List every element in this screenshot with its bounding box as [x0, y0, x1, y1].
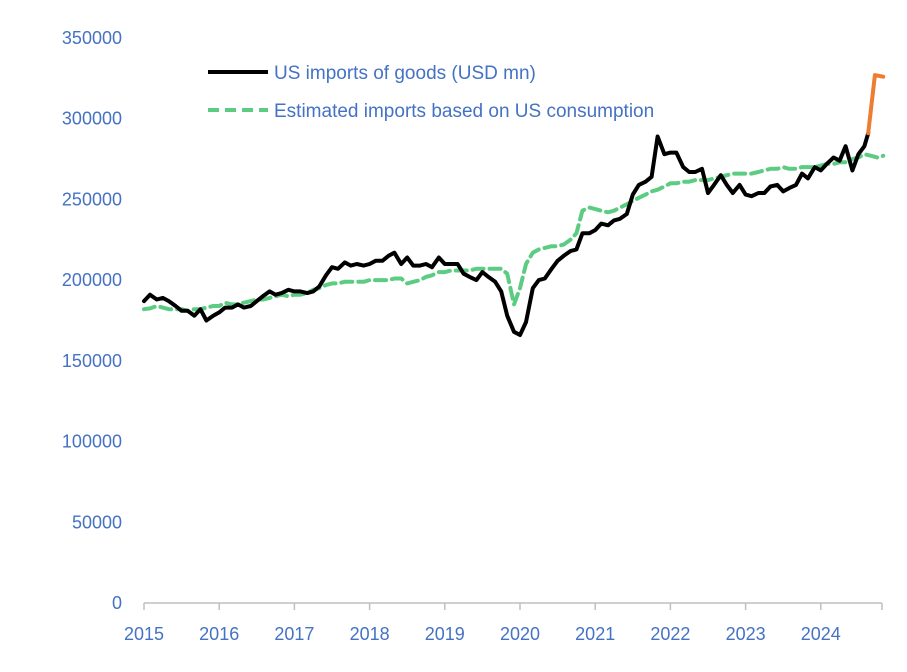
x-tick-label: 2020: [500, 624, 540, 644]
x-tick-label: 2015: [124, 624, 164, 644]
series-line-estimated: [142, 152, 886, 313]
series-line-imports: [142, 131, 871, 337]
y-tick-label: 200000: [62, 270, 122, 290]
y-tick-label: 250000: [62, 189, 122, 209]
x-tick-label: 2024: [801, 624, 841, 644]
y-tick-label: 150000: [62, 351, 122, 371]
x-tick-label: 2022: [650, 624, 690, 644]
x-tick-label: 2017: [274, 624, 314, 644]
x-axis-ticks: 2015 2016 2017 2018 2019 2020 2021 2022 2023 2024: [124, 603, 883, 644]
legend-label-estimated: Estimated imports based on US consumptio…: [274, 101, 654, 122]
legend-label-imports: US imports of goods (USD mn): [274, 63, 536, 84]
x-tick-label: 2018: [350, 624, 390, 644]
x-tick-label: 2019: [425, 624, 465, 644]
x-tick-label: 2021: [575, 624, 615, 644]
y-tick-label: 300000: [62, 109, 122, 129]
x-tick-label: 2023: [726, 624, 766, 644]
series-line-imports-recent: [866, 73, 886, 136]
y-tick-label: 350000: [62, 28, 122, 48]
y-tick-label: 50000: [72, 512, 122, 532]
y-tick-label: 100000: [62, 432, 122, 452]
legend-entry-imports: US imports of goods (USD mn): [208, 63, 536, 84]
y-tick-label: 0: [112, 593, 122, 613]
legend: US imports of goods (USD mn) Estimated i…: [208, 63, 654, 122]
legend-entry-estimated: Estimated imports based on US consumptio…: [208, 101, 654, 122]
y-axis-ticks: 0 50000 100000 150000 200000 250000 300000 3500…: [62, 28, 122, 613]
x-tick-label: 2016: [199, 624, 239, 644]
series-layer: [142, 73, 886, 337]
